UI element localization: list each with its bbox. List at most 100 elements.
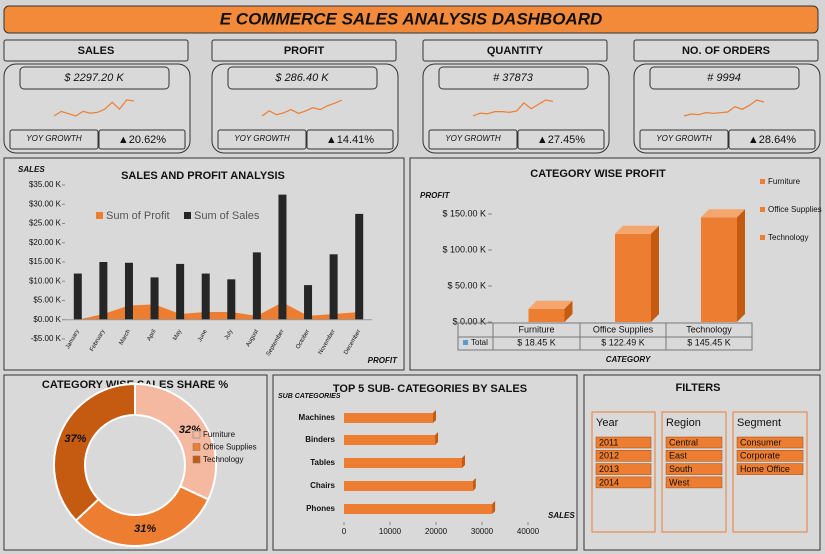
growth-label-box <box>639 129 729 150</box>
slicer-item[interactable] <box>736 463 804 475</box>
bar-top <box>615 225 659 234</box>
growth-label-box <box>428 129 518 150</box>
category-label: Binders <box>305 435 335 444</box>
kpi-label: QUANTITY <box>487 45 544 57</box>
bar <box>344 413 434 423</box>
slicer-item[interactable] <box>595 436 652 449</box>
kpi-label: SALES <box>78 45 115 57</box>
kpi-value: $ 286.40 K <box>274 72 329 84</box>
slicer-header: Region <box>666 417 701 429</box>
kpi-header <box>422 39 608 62</box>
slicer-item-label[interactable]: 2012 <box>599 451 619 461</box>
legend-swatch <box>192 455 201 464</box>
sales-bar <box>304 285 313 320</box>
slicer-item-label[interactable]: Home Office <box>740 464 790 474</box>
bar-shade <box>433 410 437 423</box>
sales-bar <box>201 273 210 320</box>
total-value: $ 145.45 K <box>687 337 731 347</box>
bar-side <box>651 225 659 322</box>
y-axis-label: PROFIT <box>420 191 450 200</box>
bar-top <box>701 209 745 218</box>
legend-swatch <box>192 430 201 439</box>
y-tick-label: $15.00 K <box>29 257 62 266</box>
growth-value-box <box>306 129 394 150</box>
slicer-item-label[interactable]: South <box>669 464 693 474</box>
legend-swatch <box>760 235 765 240</box>
legend-label: Technology <box>203 455 243 464</box>
y-tick-label: $25.00 K <box>29 219 62 228</box>
kpi-header <box>633 39 819 62</box>
y-axis-label: SUB CATEGORIES <box>278 393 341 400</box>
slicer-item[interactable] <box>595 463 652 475</box>
slicer-item-label[interactable]: Consumer <box>740 437 782 447</box>
slicer-item-label[interactable]: West <box>669 477 690 487</box>
slice-label: 37% <box>64 433 86 445</box>
bar <box>344 481 473 491</box>
total-value: $ 122.49 K <box>601 337 645 347</box>
sales-bar <box>252 252 261 320</box>
x-tick-label: 40000 <box>517 527 540 536</box>
legend-swatch <box>760 207 765 212</box>
title-bar <box>3 5 819 34</box>
y-tick-label: $0.00 K <box>33 315 61 324</box>
y-tick-label: $10.00 K <box>29 276 62 285</box>
growth-label: YOY GROWTH <box>234 134 290 143</box>
x-tick-label: May <box>172 329 183 342</box>
kpi-header <box>211 39 397 62</box>
slicer-item-label[interactable]: 2014 <box>599 477 619 487</box>
sales-bar <box>124 262 133 320</box>
y-tick-label: $ 50.00 K <box>447 280 486 290</box>
x-axis-label: CATEGORY <box>606 355 651 364</box>
growth-value: ▲28.64% <box>748 134 796 146</box>
legend-label: Sum of Profit <box>106 210 170 222</box>
sales-bar <box>329 254 338 320</box>
growth-label: YOY GROWTH <box>445 134 501 143</box>
sales-bar <box>227 279 236 320</box>
bar-shade <box>472 478 476 491</box>
legend-swatch <box>192 443 201 451</box>
growth-label: YOY GROWTH <box>26 134 82 143</box>
sales-bar <box>176 263 185 320</box>
slicer-item[interactable] <box>665 450 723 462</box>
slicer-item-label[interactable]: 2013 <box>599 464 619 474</box>
slicer-item[interactable] <box>665 436 723 449</box>
slicer-item[interactable] <box>595 450 652 462</box>
slicer-item-label[interactable]: Central <box>669 437 698 447</box>
bar-shade <box>435 432 439 445</box>
sparkline <box>53 99 135 117</box>
y-tick-label: $ 0.00 K <box>452 316 486 326</box>
category-label: Tables <box>310 458 335 467</box>
y-tick-label: -$5.00 K <box>31 334 62 343</box>
slicer-item-label[interactable]: East <box>669 451 688 461</box>
slicer-item-label[interactable]: Corporate <box>740 451 780 461</box>
slicer-header: Year <box>596 417 619 429</box>
y-axis-label: SALES <box>18 165 45 174</box>
kpi-value-box <box>19 66 170 90</box>
legend-label: Sum of Sales <box>194 210 260 222</box>
total-value: $ 18.45 K <box>517 337 556 347</box>
slicer-item[interactable] <box>736 450 804 462</box>
sales-bar <box>355 213 364 320</box>
bar-side <box>564 300 573 322</box>
legend-label: Office Supplies <box>768 205 822 214</box>
kpi-value: # 37873 <box>493 72 534 84</box>
chart-title: TOP 5 SUB- CATEGORIES BY SALES <box>333 383 527 395</box>
growth-value: ▲14.41% <box>326 134 374 146</box>
slicer-item[interactable] <box>665 476 723 489</box>
legend-swatch <box>760 179 765 184</box>
growth-value: ▲20.62% <box>118 134 166 146</box>
bar-front <box>528 308 565 322</box>
y-tick-label: $ 150.00 K <box>442 208 486 218</box>
kpi-header <box>3 39 189 62</box>
chart-title: SALES AND PROFIT ANALYSIS <box>121 170 285 182</box>
chart-title: CATEGORY WISE PROFIT <box>530 168 666 180</box>
slicer-item[interactable] <box>736 436 804 449</box>
legend-label: Furniture <box>768 177 801 186</box>
kpi-value: $ 2297.20 K <box>63 72 124 84</box>
slicer-item[interactable] <box>595 476 652 489</box>
slicer-item-label[interactable]: 2011 <box>599 437 618 447</box>
x-axis-label: PROFIT <box>368 356 398 365</box>
x-tick-label: July <box>224 329 235 341</box>
slicer-item[interactable] <box>665 463 723 475</box>
